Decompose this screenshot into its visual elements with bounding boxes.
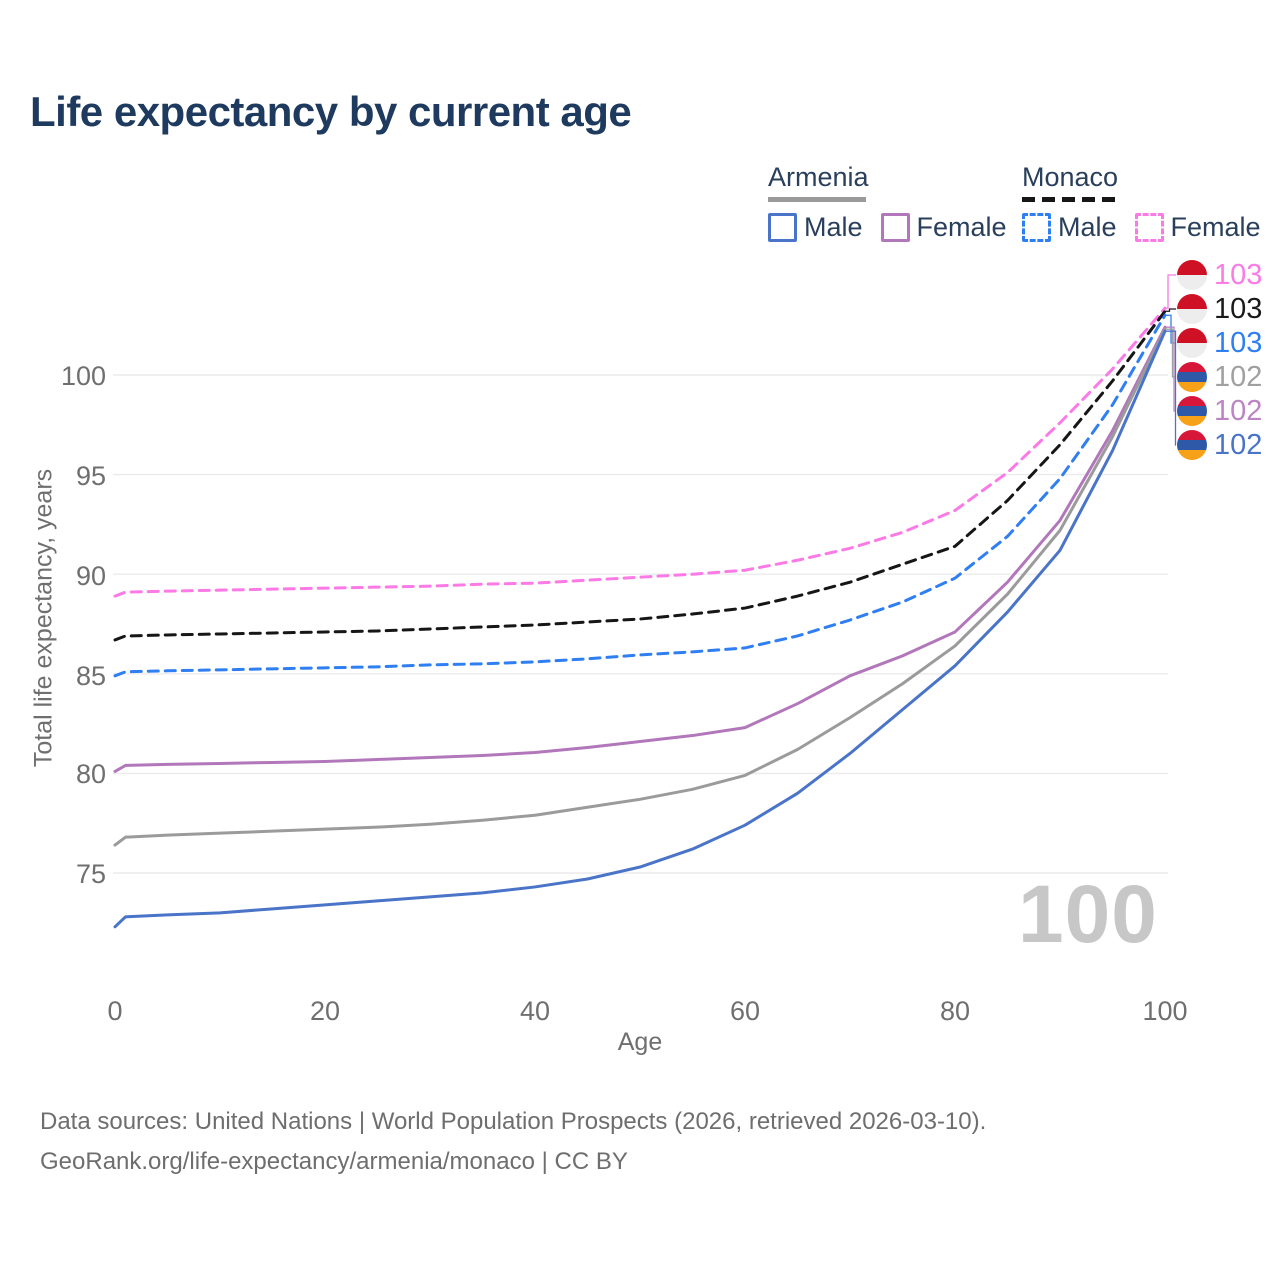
- x-axis-title: Age: [617, 1028, 663, 1056]
- end-label-monaco-both: 103: [1177, 293, 1262, 325]
- legend-items-armenia: Male Female: [768, 212, 1025, 243]
- series-line-monaco_both[interactable]: [113, 309, 1167, 642]
- legend-item-armenia-female[interactable]: Female: [880, 212, 1007, 243]
- series-line-armenia_both[interactable]: [113, 327, 1167, 847]
- armenia-male-checkbox-icon[interactable]: [768, 213, 797, 242]
- x-tick-40: 40: [519, 996, 551, 1026]
- legend-label-monaco-male: Male: [1058, 212, 1117, 242]
- legend-label-monaco-female: Female: [1170, 212, 1261, 242]
- legend-group-armenia: Armenia Male Female: [768, 162, 1025, 243]
- x-tick-60: 60: [729, 996, 761, 1026]
- x-tick-80: 80: [939, 996, 971, 1026]
- x-tick-100: 100: [1142, 996, 1188, 1026]
- y-tick-80: 80: [75, 759, 106, 789]
- series-line-armenia_female[interactable]: [113, 325, 1167, 773]
- y-tick-100: 100: [60, 361, 106, 391]
- monaco-flag-icon: [1177, 328, 1207, 358]
- y-tick-85: 85: [75, 661, 106, 691]
- armenia-female-checkbox-icon[interactable]: [880, 213, 910, 242]
- end-label-value: 102: [1214, 360, 1263, 393]
- monaco-flag-icon: [1177, 260, 1207, 290]
- series-line-monaco_male[interactable]: [113, 313, 1167, 678]
- end-label-value: 102: [1214, 394, 1263, 427]
- y-tick-75: 75: [75, 859, 106, 889]
- page-title: Life expectancy by current age: [30, 88, 632, 135]
- legend-item-armenia-male[interactable]: Male: [768, 212, 863, 243]
- armenia-flag-icon: [1177, 362, 1207, 392]
- legend-group-monaco: Monaco Male Female: [1022, 162, 1279, 243]
- armenia-solid-line-swatch: [768, 197, 866, 202]
- monaco-female-checkbox-icon[interactable]: [1134, 213, 1164, 242]
- monaco-dashed-line-swatch: [1022, 197, 1116, 202]
- legend-items-monaco: Male Female: [1022, 212, 1279, 243]
- end-label-value: 103: [1214, 258, 1263, 291]
- series-line-monaco_female[interactable]: [113, 306, 1167, 598]
- legend-label-armenia-male: Male: [804, 212, 863, 242]
- legend-label-armenia-female: Female: [916, 212, 1007, 242]
- series-line-armenia_male[interactable]: [113, 329, 1167, 929]
- end-label-monaco-female: 103: [1177, 259, 1262, 291]
- legend-item-monaco-female[interactable]: Female: [1134, 212, 1261, 243]
- y-axis-title: Total life expectancy, years: [29, 468, 58, 768]
- age-counter-watermark: 100: [1018, 869, 1158, 960]
- x-tick-0: 0: [107, 996, 123, 1026]
- footer-attribution-link: GeoRank.org/life-expectancy/armenia/mona…: [40, 1148, 628, 1175]
- legend-country-monaco: Monaco: [1022, 162, 1119, 192]
- end-label-armenia-male: 102: [1177, 429, 1262, 461]
- end-label-value: 102: [1214, 428, 1263, 461]
- end-label-armenia-both: 102: [1177, 361, 1262, 393]
- legend-country-armenia: Armenia: [768, 162, 869, 192]
- armenia-flag-icon: [1177, 396, 1207, 426]
- end-label-monaco-male: 103: [1177, 327, 1262, 359]
- end-label-armenia-female: 102: [1177, 395, 1262, 427]
- end-label-value: 103: [1214, 292, 1263, 325]
- y-tick-90: 90: [75, 561, 106, 591]
- armenia-flag-icon: [1177, 430, 1207, 460]
- y-tick-95: 95: [75, 461, 106, 491]
- monaco-male-checkbox-icon[interactable]: [1022, 213, 1051, 242]
- x-tick-20: 20: [309, 996, 341, 1026]
- monaco-flag-icon: [1177, 294, 1207, 324]
- end-label-value: 103: [1214, 326, 1263, 359]
- footer-data-sources: Data sources: United Nations | World Pop…: [40, 1108, 987, 1135]
- legend-item-monaco-male[interactable]: Male: [1022, 212, 1117, 243]
